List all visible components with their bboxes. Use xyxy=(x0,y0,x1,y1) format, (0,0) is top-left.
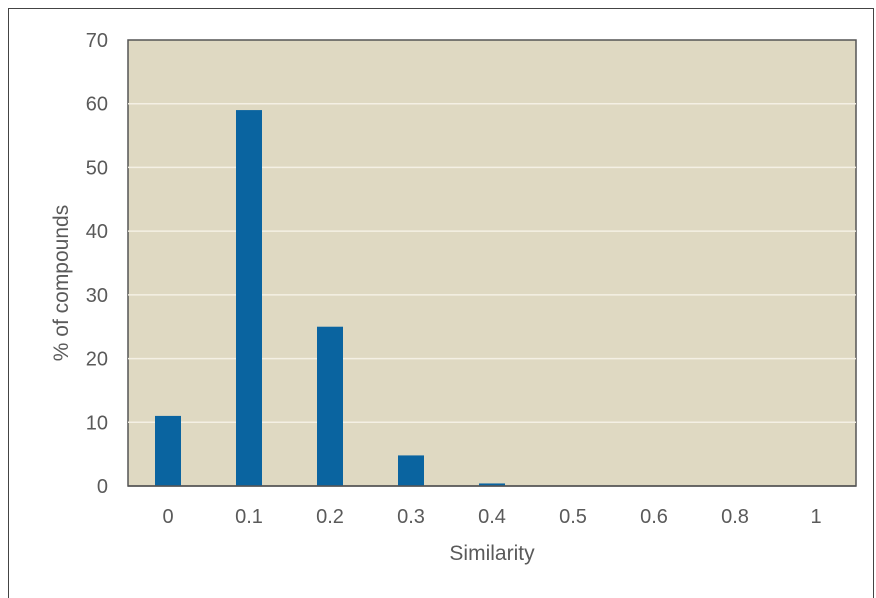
y-tick-label: 70 xyxy=(86,30,108,52)
y-tick-label: 20 xyxy=(86,349,108,371)
x-tick-label: 0.8 xyxy=(721,506,749,528)
x-tick-label: 0.4 xyxy=(478,506,506,528)
y-tick-label: 30 xyxy=(86,285,108,307)
bar xyxy=(479,483,505,486)
y-axis-ticks: 0 10 20 30 40 50 60 70 xyxy=(86,30,108,498)
x-tick-label: 0.6 xyxy=(640,506,668,528)
x-tick-label: 0.5 xyxy=(559,506,587,528)
x-tick-label: 0 xyxy=(162,506,173,528)
x-tick-label: 1 xyxy=(810,506,821,528)
bar xyxy=(155,415,181,486)
y-axis-title: % of compounds xyxy=(50,205,73,361)
y-tick-label: 0 xyxy=(97,476,108,498)
x-tick-label: 0.1 xyxy=(235,506,263,528)
y-tick-label: 60 xyxy=(86,94,108,116)
bar xyxy=(317,326,343,486)
bars xyxy=(155,110,505,486)
x-tick-label: 0.3 xyxy=(397,506,425,528)
x-axis-ticks: 0 0.1 0.2 0.3 0.4 0.5 0.6 0.8 1 xyxy=(162,506,821,528)
y-tick-label: 40 xyxy=(86,221,108,243)
chart-frame xyxy=(8,8,874,598)
y-tick-label: 50 xyxy=(86,157,108,179)
x-axis-title: Similarity xyxy=(449,542,535,565)
bar xyxy=(236,110,262,486)
x-tick-label: 0.2 xyxy=(316,506,344,528)
bar xyxy=(398,455,424,486)
y-tick-label: 10 xyxy=(86,412,108,434)
